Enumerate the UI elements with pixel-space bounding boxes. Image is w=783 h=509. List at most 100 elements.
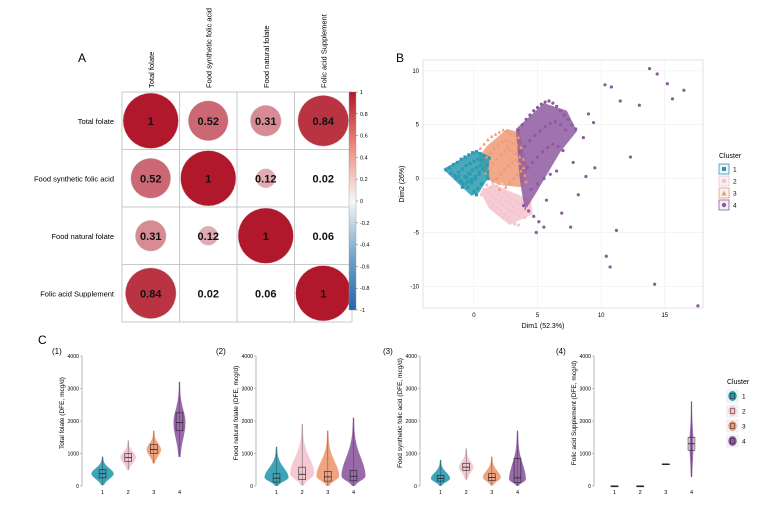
- box: [324, 471, 332, 482]
- panel-label-b: B: [396, 51, 404, 65]
- x-tick-label: 3: [664, 490, 667, 496]
- corr-circle: [180, 150, 237, 207]
- corr-value-label: 1: [263, 231, 269, 243]
- x-tick-label: 5: [536, 313, 540, 319]
- corr-value-label: 0.31: [140, 231, 161, 243]
- legend-marker: [722, 167, 726, 171]
- cluster-4-point: [570, 123, 574, 127]
- x-tick-label: 2: [465, 490, 468, 496]
- cluster-1-point: [473, 177, 477, 181]
- cluster-2-point: [509, 220, 513, 224]
- legend-label: 1: [733, 167, 737, 174]
- cluster-4-point: [574, 127, 578, 131]
- cluster-3-point: [482, 142, 486, 146]
- corr-value-label: 0.31: [255, 116, 276, 128]
- cluster-4-point: [551, 101, 555, 105]
- cluster-2-point: [514, 199, 518, 203]
- x-tick-label: 3: [490, 490, 493, 496]
- cluster-4-point: [543, 125, 547, 129]
- legend-title: Cluster: [727, 379, 750, 386]
- cluster-4-point: [551, 142, 555, 146]
- corr-circle: [130, 157, 172, 199]
- row-label: Total folate: [78, 117, 114, 126]
- cluster-1-point: [451, 162, 456, 167]
- cluster-4-point: [555, 104, 559, 108]
- legend-label: 2: [733, 179, 737, 186]
- cluster-4-point: [561, 148, 565, 153]
- cluster-1-point: [482, 154, 486, 158]
- cluster-4-point: [541, 150, 545, 154]
- cluster-2-point: [487, 199, 491, 203]
- colorbar-tick-label: 0.8: [360, 112, 368, 118]
- x-tick-label: 0: [472, 313, 476, 319]
- colorbar-tick-label: 0.6: [360, 134, 368, 140]
- cluster-3-point: [511, 141, 516, 145]
- cluster-1-point: [471, 168, 475, 172]
- colorbar-tick-label: 0: [360, 199, 363, 205]
- colorbar-tick-label: -0.6: [360, 264, 369, 270]
- cluster-2-point: [499, 209, 503, 213]
- cluster-4-point: [560, 211, 564, 215]
- y-tick-label: 4000: [405, 354, 417, 360]
- cluster-2-point: [502, 212, 507, 216]
- cluster-4-point: [603, 83, 607, 87]
- y-tick-label: 3000: [579, 387, 591, 393]
- cluster-4-point: [566, 117, 570, 121]
- cluster-4-point: [591, 120, 596, 125]
- cluster-4-point: [542, 177, 546, 181]
- cluster-1-point: [481, 167, 485, 171]
- cluster-1-point: [486, 177, 490, 181]
- cluster-2-point: [523, 215, 527, 220]
- cluster-2-point: [505, 217, 509, 222]
- y-tick-label: 1000: [579, 452, 591, 458]
- cluster-3-point: [512, 133, 517, 137]
- cluster-3-point: [487, 165, 491, 170]
- cluster-4-point: [524, 117, 528, 121]
- corr-value-label: 1: [205, 173, 211, 185]
- cluster-4-point: [525, 166, 529, 170]
- cluster-3-point: [501, 128, 505, 132]
- cluster-4-point: [548, 172, 552, 176]
- corr-value-label: 0.06: [313, 231, 334, 243]
- cluster-3-point: [484, 155, 489, 159]
- x-tick-label: 4: [352, 490, 355, 496]
- cluster-4-point: [558, 109, 563, 113]
- cluster-4-point: [637, 103, 641, 107]
- cluster-3-point: [495, 176, 499, 181]
- colorbar: [348, 91, 357, 311]
- cluster-3-point: [521, 165, 526, 170]
- cluster-1-point: [468, 161, 472, 166]
- cluster-4-point: [542, 225, 546, 229]
- corr-value-label: 0.52: [140, 173, 161, 185]
- cluster-1-point: [477, 170, 481, 174]
- cluster-4-point: [563, 128, 568, 132]
- cluster-4-point: [547, 99, 551, 103]
- cluster-2-point: [497, 212, 501, 216]
- cluster-3-point: [497, 130, 502, 134]
- sub-panel-label: (2): [216, 347, 226, 356]
- cluster-4-point: [586, 112, 591, 116]
- cluster-3-point: [515, 143, 519, 147]
- corr-value-label: 0.84: [313, 116, 335, 128]
- cluster-3-point: [498, 152, 503, 157]
- colorbar-tick-label: -0.8: [360, 286, 369, 292]
- cluster-3-point: [495, 157, 499, 161]
- legend-violin: [728, 406, 737, 416]
- cluster-2-point: [492, 189, 496, 194]
- x-tick-label: 2: [639, 490, 642, 496]
- cluster-1-point: [448, 166, 452, 170]
- cluster-1-point: [468, 172, 472, 176]
- cluster-2-point: [501, 203, 505, 208]
- y-axis-label: Total folate (DFE, mcg/d): [59, 377, 66, 449]
- x-tick-label: 2: [301, 490, 304, 496]
- cluster-3-point: [491, 161, 495, 165]
- y-tick-label: 0: [416, 177, 420, 183]
- cluster-2-point: [506, 194, 510, 198]
- cluster-4-point: [523, 144, 527, 148]
- cluster-4-point: [555, 169, 559, 173]
- cluster-3-point: [505, 144, 509, 148]
- cluster-2-point: [513, 222, 517, 226]
- corr-circle: [135, 220, 167, 252]
